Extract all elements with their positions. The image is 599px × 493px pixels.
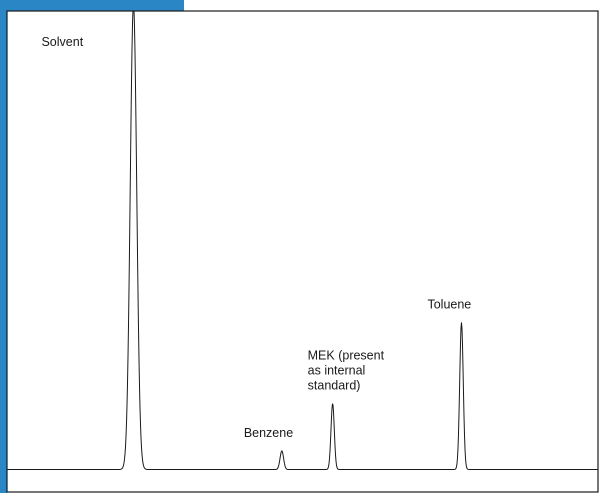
accent-bar [0,0,7,493]
plot-frame [6,10,599,493]
peak-label: MEK (present as internal standard) [308,348,385,392]
peak-label: Benzene [244,426,293,440]
chromatogram-trace [7,11,598,470]
peak-label: Solvent [41,35,83,49]
peak-label: Toluene [427,297,471,311]
peak-labels: Solvent Benzene MEK (present as internal sta… [41,35,471,440]
chart-marks [7,11,598,470]
accent-tab [0,0,184,11]
